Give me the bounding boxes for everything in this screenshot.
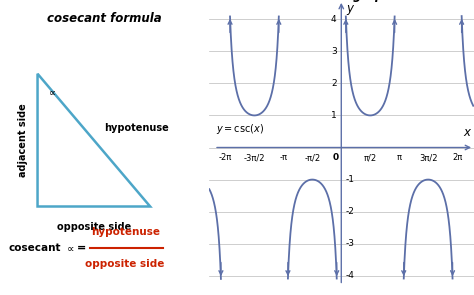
Text: hypotenuse: hypotenuse bbox=[91, 227, 160, 237]
Text: -3π/2: -3π/2 bbox=[244, 153, 265, 162]
Text: =: = bbox=[77, 243, 86, 253]
Text: hypotenuse: hypotenuse bbox=[104, 123, 169, 133]
Text: $y$: $y$ bbox=[346, 3, 356, 17]
Text: cosecant: cosecant bbox=[9, 243, 61, 253]
Text: -2π: -2π bbox=[219, 153, 232, 162]
Text: -π/2: -π/2 bbox=[304, 153, 320, 162]
Text: -π: -π bbox=[279, 153, 287, 162]
Text: opposite side: opposite side bbox=[57, 222, 131, 232]
Text: $x$: $x$ bbox=[463, 127, 472, 140]
Text: 3π/2: 3π/2 bbox=[419, 153, 438, 162]
Text: adjacent side: adjacent side bbox=[18, 103, 28, 177]
Text: 2: 2 bbox=[331, 79, 337, 88]
Text: π: π bbox=[397, 153, 401, 162]
Text: $y = \mathrm{csc}(x)$: $y = \mathrm{csc}(x)$ bbox=[216, 122, 264, 136]
Text: $\propto$: $\propto$ bbox=[64, 243, 74, 253]
Text: opposite side: opposite side bbox=[85, 259, 165, 269]
Text: cosecant graph: cosecant graph bbox=[291, 0, 392, 1]
Text: -4: -4 bbox=[346, 271, 355, 280]
Text: -2: -2 bbox=[346, 207, 355, 216]
Text: π/2: π/2 bbox=[364, 153, 377, 162]
Text: $\propto$: $\propto$ bbox=[47, 87, 57, 97]
Text: -3: -3 bbox=[346, 239, 355, 248]
Text: 1: 1 bbox=[331, 111, 337, 120]
Text: 2π: 2π bbox=[452, 153, 462, 162]
Text: cosecant formula: cosecant formula bbox=[47, 12, 162, 25]
Text: 3: 3 bbox=[331, 47, 337, 56]
Text: 4: 4 bbox=[331, 15, 337, 24]
Text: -1: -1 bbox=[346, 175, 355, 184]
Text: 0: 0 bbox=[332, 153, 338, 162]
